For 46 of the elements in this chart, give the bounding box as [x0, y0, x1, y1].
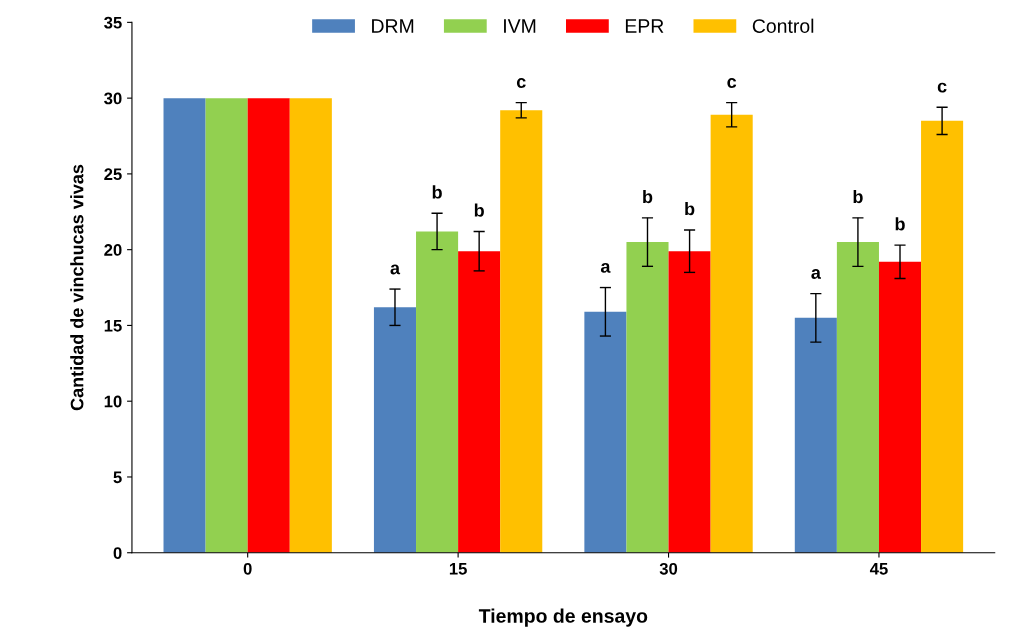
bar: [836, 242, 879, 553]
bar: [668, 251, 711, 553]
bar: [626, 242, 669, 553]
y-tick-label: 25: [104, 168, 122, 181]
bar: [373, 307, 417, 553]
bar: [458, 251, 501, 553]
bar: [289, 98, 332, 553]
x-tick-label: 45: [869, 563, 888, 575]
data-label: b: [432, 185, 442, 199]
bar: [921, 120, 964, 553]
y-tick-label: 5: [113, 471, 122, 484]
y-tick-label: 10: [104, 395, 122, 408]
bar: [163, 98, 206, 553]
x-tick-label: 0: [243, 562, 252, 575]
bar: [878, 261, 922, 553]
legend-label: IVM: [504, 19, 536, 33]
legend-label: Control: [752, 18, 814, 33]
legend-label: DRM: [372, 19, 414, 33]
data-label: b: [643, 189, 653, 204]
legend-label: EPR: [625, 19, 664, 33]
bar: [794, 317, 837, 553]
y-tick-label: 20: [104, 244, 122, 256]
y-axis-title: Cantidad de vinchucas vivas: [70, 164, 84, 411]
bar: [416, 231, 459, 553]
data-label: b: [474, 203, 484, 217]
data-label: b: [853, 189, 863, 204]
data-label: a: [600, 262, 611, 273]
x-tick-label: 15: [449, 563, 467, 575]
data-label: c: [727, 78, 737, 88]
bar: [584, 311, 627, 553]
data-label: c: [516, 78, 526, 88]
x-tick-label: 30: [659, 562, 678, 575]
y-tick-label: 0: [113, 547, 122, 559]
data-label: c: [937, 82, 947, 93]
y-tick-label: 35: [104, 16, 122, 29]
data-label: b: [685, 202, 695, 216]
y-tick-label: 15: [104, 320, 122, 332]
bar: [247, 98, 290, 553]
data-label: b: [895, 217, 905, 231]
data-label: a: [390, 264, 401, 275]
bar: [500, 110, 543, 553]
x-axis-title: Tiempo de ensayo: [478, 608, 648, 627]
y-tick-label: 30: [104, 92, 122, 105]
data-label: a: [811, 269, 821, 279]
bar: [710, 114, 753, 553]
bar: [205, 98, 248, 553]
